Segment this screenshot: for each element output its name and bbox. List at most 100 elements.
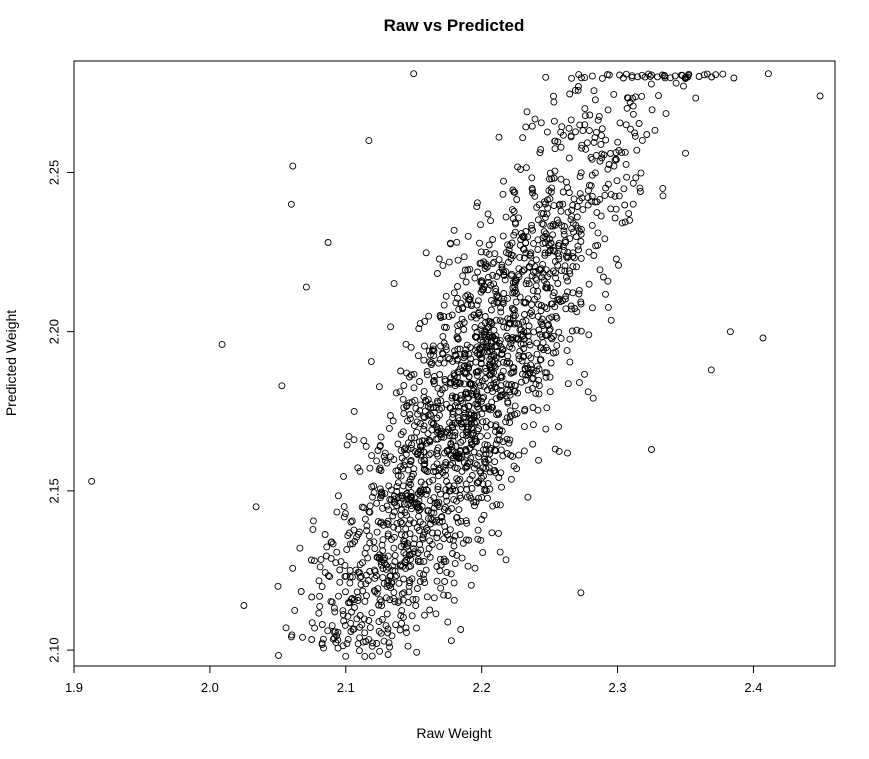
data-point xyxy=(424,487,432,495)
y-tick-label: 2.15 xyxy=(47,478,62,503)
data-point xyxy=(604,106,612,114)
data-point xyxy=(508,270,516,278)
data-point xyxy=(623,104,631,112)
data-point xyxy=(584,388,592,396)
data-point xyxy=(478,494,486,501)
data-point xyxy=(516,293,524,301)
data-point xyxy=(487,363,494,371)
data-point xyxy=(499,318,507,326)
data-point xyxy=(453,294,461,302)
data-point xyxy=(526,309,534,317)
data-point xyxy=(575,286,583,294)
data-point xyxy=(487,343,495,351)
data-point xyxy=(475,367,483,375)
data-point xyxy=(358,503,366,511)
data-point xyxy=(438,404,446,412)
data-point xyxy=(448,421,456,429)
data-point xyxy=(416,320,424,328)
data-point xyxy=(437,490,444,498)
data-point xyxy=(463,432,471,440)
data-point xyxy=(487,306,495,314)
data-point xyxy=(391,558,399,566)
data-point xyxy=(454,327,462,335)
data-point xyxy=(480,472,488,480)
data-point xyxy=(365,508,373,516)
data-point xyxy=(361,515,369,523)
data-point xyxy=(587,153,595,161)
data-point xyxy=(524,233,532,241)
data-point xyxy=(463,429,471,437)
data-point xyxy=(611,156,619,164)
data-point xyxy=(497,386,505,394)
data-point xyxy=(411,499,418,507)
data-point xyxy=(655,92,662,100)
data-point xyxy=(546,247,554,255)
data-point xyxy=(585,248,593,256)
data-point xyxy=(449,408,457,416)
data-point xyxy=(343,546,351,554)
data-point xyxy=(533,276,541,284)
data-point xyxy=(482,418,490,426)
data-point xyxy=(414,500,422,508)
data-point xyxy=(658,71,666,79)
data-point xyxy=(638,71,646,79)
data-point xyxy=(467,379,475,387)
data-point xyxy=(632,174,640,182)
data-point xyxy=(498,346,506,354)
data-point xyxy=(346,567,354,574)
data-point xyxy=(385,506,393,514)
data-point xyxy=(604,165,612,173)
data-point xyxy=(464,390,472,397)
data-point xyxy=(375,601,383,609)
data-point xyxy=(621,218,629,226)
data-point xyxy=(440,591,448,599)
data-point xyxy=(404,446,412,454)
data-point xyxy=(448,394,456,402)
data-point xyxy=(287,200,295,208)
data-point xyxy=(555,219,562,227)
data-point xyxy=(373,528,381,536)
data-point xyxy=(611,214,619,222)
data-point xyxy=(468,302,475,310)
data-point xyxy=(477,355,485,363)
data-point xyxy=(422,249,430,257)
data-point xyxy=(495,133,503,141)
data-point xyxy=(417,442,425,450)
data-point xyxy=(588,192,596,200)
data-point xyxy=(428,359,436,367)
data-point xyxy=(457,494,464,502)
data-point xyxy=(439,261,447,269)
data-point xyxy=(321,531,329,538)
data-point xyxy=(490,380,498,388)
data-point xyxy=(591,96,599,104)
data-point xyxy=(562,292,570,300)
data-point xyxy=(598,125,606,133)
data-point xyxy=(662,110,670,118)
data-point xyxy=(462,278,470,286)
data-point xyxy=(554,280,562,287)
data-point xyxy=(309,517,317,525)
data-point xyxy=(416,578,424,585)
data-point xyxy=(475,494,482,502)
data-point xyxy=(419,520,427,528)
data-point xyxy=(399,428,407,436)
data-point xyxy=(457,438,465,446)
data-point xyxy=(489,236,497,243)
data-point xyxy=(541,213,549,221)
data-point xyxy=(625,210,633,218)
data-point xyxy=(316,602,324,610)
data-point xyxy=(464,232,472,240)
data-point xyxy=(483,386,491,394)
data-point xyxy=(459,436,467,444)
data-point xyxy=(511,402,519,410)
data-point xyxy=(426,537,434,545)
data-point xyxy=(375,466,383,474)
data-point xyxy=(466,458,474,466)
data-point xyxy=(459,399,467,407)
data-point xyxy=(568,74,576,82)
data-point xyxy=(577,254,585,262)
data-point xyxy=(453,356,461,364)
data-point xyxy=(695,73,703,80)
data-point xyxy=(398,607,406,615)
data-point xyxy=(476,260,484,267)
